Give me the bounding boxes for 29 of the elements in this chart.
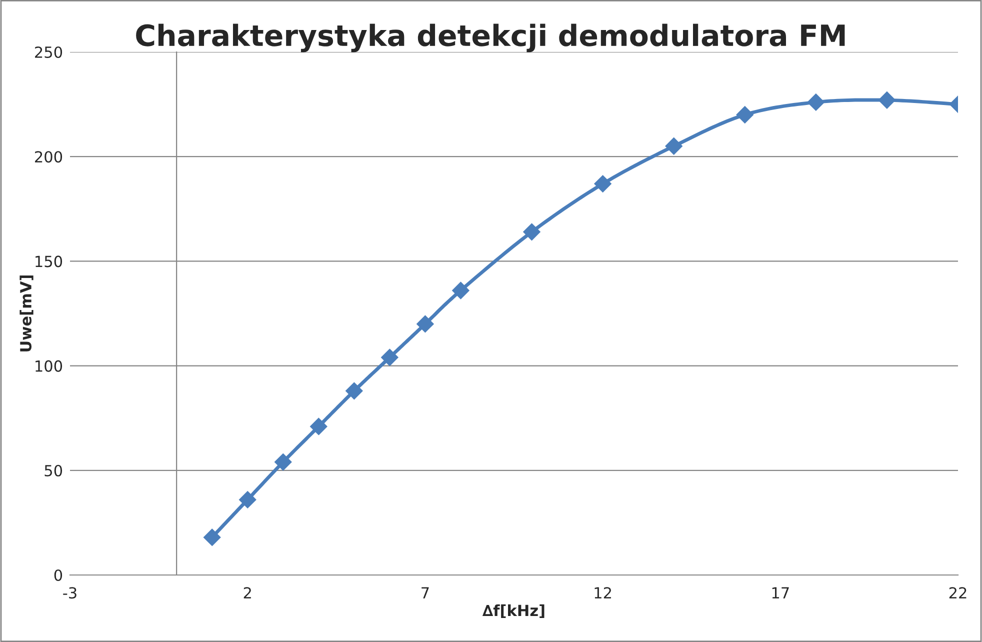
point [523, 223, 540, 240]
point [736, 106, 754, 124]
point [878, 92, 896, 109]
point [346, 382, 363, 400]
point [416, 315, 434, 333]
point [274, 453, 292, 471]
y-tick-label: 50 [44, 464, 62, 476]
point [239, 491, 256, 508]
point [452, 282, 470, 300]
x-tick-label: 12 [594, 587, 611, 598]
y-tick-label: 250 [35, 46, 62, 58]
y-tick-label: 200 [35, 151, 62, 163]
x-tick-label: -3 [63, 587, 76, 599]
point [204, 528, 221, 546]
y-tick-label: 150 [36, 256, 62, 268]
point [665, 138, 682, 155]
point [310, 418, 328, 436]
y-axis-title: Uwe[mV] [20, 276, 34, 352]
chart-title: Charakterystyka detekcji demodulatora FM [136, 24, 845, 52]
x-tick-label: 7 [422, 587, 429, 598]
point [381, 348, 398, 366]
y-tick-label: 0 [54, 569, 62, 582]
y-tick-label: 100 [36, 360, 62, 372]
x-tick-label: 17 [772, 587, 789, 598]
point [807, 94, 824, 111]
point [594, 175, 612, 192]
x-tick-label: 2 [244, 587, 251, 598]
x-tick-label: 22 [949, 587, 966, 598]
x-axis-title: ∆f[kHz] [482, 604, 544, 618]
